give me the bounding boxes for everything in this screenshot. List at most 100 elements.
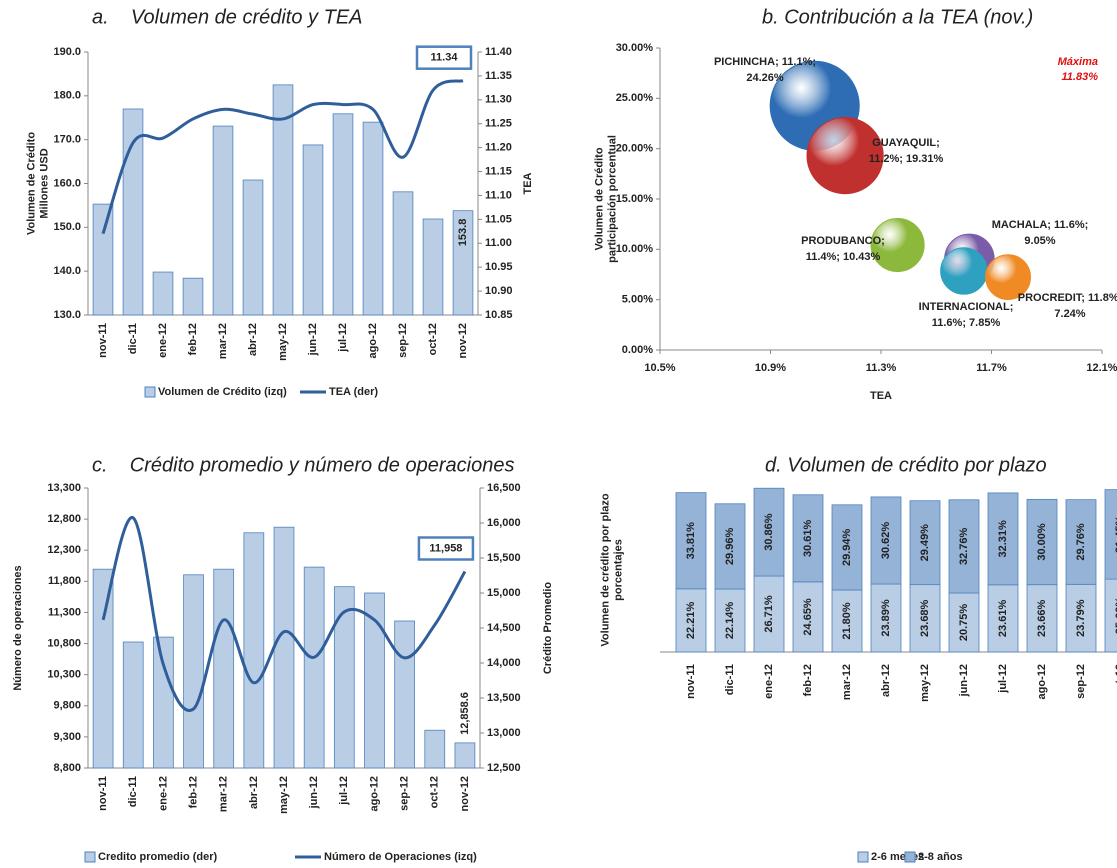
axis-title-line: porcentajes xyxy=(612,539,624,601)
axis-title-line: Número de operaciones xyxy=(12,565,24,690)
bar-segment xyxy=(987,492,1019,586)
x-tick-label: ago-12 xyxy=(367,323,379,358)
x-tick-label: 11.3% xyxy=(866,362,897,374)
data-label: 32.76% xyxy=(958,528,970,566)
y-tick-label: 12,300 xyxy=(47,544,81,556)
axis-title-line: Volumen de Crédito xyxy=(25,132,37,235)
bar xyxy=(122,108,144,316)
x-tick-label: oct-12 xyxy=(1114,664,1117,696)
y2-tick-label: 15,500 xyxy=(487,552,521,564)
bar xyxy=(242,179,264,316)
x-tick-label: nov-11 xyxy=(97,323,109,358)
legend-label: 2-6 meses xyxy=(871,851,924,863)
x-tick-label: 12.1% xyxy=(1086,362,1117,374)
axis-title-line: participación porcentual xyxy=(606,135,618,263)
axis-title-line: Volumen de Crédito xyxy=(593,147,605,250)
legend-label: Número de Operaciones (izq) xyxy=(324,851,477,863)
data-label: 32.31% xyxy=(997,520,1009,558)
y2-tick-label: 15,000 xyxy=(487,587,521,599)
x-tick-label: mar-12 xyxy=(217,323,229,359)
bar xyxy=(92,203,114,316)
y2-tick-label: 16,500 xyxy=(487,482,521,494)
bar xyxy=(183,574,204,769)
legend-swatch xyxy=(144,386,156,398)
y2-tick-label: 10.90 xyxy=(485,285,513,297)
x-tick-label: mar-12 xyxy=(841,664,853,700)
x-tick-label: ene-12 xyxy=(157,323,169,358)
data-label: 11.34 xyxy=(431,52,459,64)
point-label: GUAYAQUIL; xyxy=(872,137,940,149)
y-tick-label: 0.00% xyxy=(622,344,653,356)
point-label: 7.24% xyxy=(1054,308,1085,320)
bar xyxy=(392,191,414,316)
data-label: 23.79% xyxy=(1075,599,1087,637)
chart-title: a. Volumen de crédito y TEA xyxy=(92,6,363,28)
point-label: MACHALA; 11.6%; xyxy=(992,219,1089,231)
y2-tick-label: 11.10 xyxy=(485,189,512,201)
axis-title: Volumen de CréditoMillones USD xyxy=(25,132,50,235)
bar xyxy=(92,568,114,769)
data-label: 29.76% xyxy=(1075,523,1087,561)
bar-segment xyxy=(870,583,902,653)
bar xyxy=(332,113,354,316)
axis-title-line: Millones USD xyxy=(38,148,50,218)
data-label: 30.62% xyxy=(880,522,892,560)
x-tick-label: nov-11 xyxy=(685,664,697,699)
point-label: 24.26% xyxy=(746,72,784,84)
x-tick-label: may-12 xyxy=(278,776,290,814)
bar xyxy=(452,210,474,316)
data-label: 29.94% xyxy=(841,529,853,567)
bar xyxy=(454,742,476,769)
x-tick-label: feb-12 xyxy=(802,664,814,696)
bar xyxy=(422,218,444,316)
data-label: 23.61% xyxy=(997,600,1009,638)
y-tick-label: 180.0 xyxy=(53,90,81,102)
x-tick-label: nov-12 xyxy=(457,323,469,358)
bubble xyxy=(870,217,925,273)
y2-tick-label: 11.25 xyxy=(485,118,512,130)
y-tick-label: 130.0 xyxy=(53,309,81,321)
y-tick-label: 25.00% xyxy=(616,92,654,104)
bar xyxy=(333,586,355,769)
x-tick-label: nov-12 xyxy=(459,776,471,811)
bar-segment xyxy=(753,575,785,653)
y-tick-label: 5.00% xyxy=(622,294,653,306)
x-tick-label: dic-11 xyxy=(724,664,736,695)
x-tick-label: ago-12 xyxy=(368,776,380,811)
bar-segment xyxy=(1104,578,1117,653)
legend-label: Volumen de Crédito (izq) xyxy=(158,386,287,398)
y2-tick-label: 12,500 xyxy=(487,762,521,774)
y-tick-label: 11,300 xyxy=(48,606,81,618)
y-tick-label: 160.0 xyxy=(53,177,81,189)
bubble xyxy=(985,254,1031,301)
point-label: PROCREDIT; 11.8%; xyxy=(1018,292,1117,304)
y-tick-label: 12,800 xyxy=(47,513,81,525)
data-label: 29.96% xyxy=(724,528,736,566)
axis-title: Crédito Promedio xyxy=(542,582,554,675)
x-tick-label: feb-12 xyxy=(187,323,199,355)
legend-swatch xyxy=(904,851,916,863)
bar-segment xyxy=(792,581,824,653)
bar-segment xyxy=(675,588,707,653)
bar xyxy=(303,566,325,769)
chart-title: b. Contribución a la TEA (nov.) xyxy=(762,6,1033,28)
y2-tick-label: 11.30 xyxy=(485,94,512,106)
x-tick-label: abr-12 xyxy=(880,664,892,697)
x-tick-label: sep-12 xyxy=(1075,664,1087,699)
bar xyxy=(272,84,294,316)
x-tick-label: may-12 xyxy=(277,323,289,361)
x-tick-label: dic-11 xyxy=(127,323,139,354)
bar-segment xyxy=(1065,499,1097,585)
x-tick-label: ago-12 xyxy=(1036,664,1048,699)
x-tick-label: ene-12 xyxy=(763,664,775,699)
label-box xyxy=(417,536,475,561)
x-tick-label: 10.5% xyxy=(644,362,675,374)
annotation: Máxima xyxy=(1058,56,1098,68)
y2-tick-label: 14,500 xyxy=(487,622,521,634)
data-label: 30.00% xyxy=(1036,523,1048,561)
legend-label: 2-8 años xyxy=(918,851,963,863)
bar-segment xyxy=(1026,498,1058,586)
x-tick-label: mar-12 xyxy=(218,776,230,812)
bar xyxy=(212,125,234,316)
